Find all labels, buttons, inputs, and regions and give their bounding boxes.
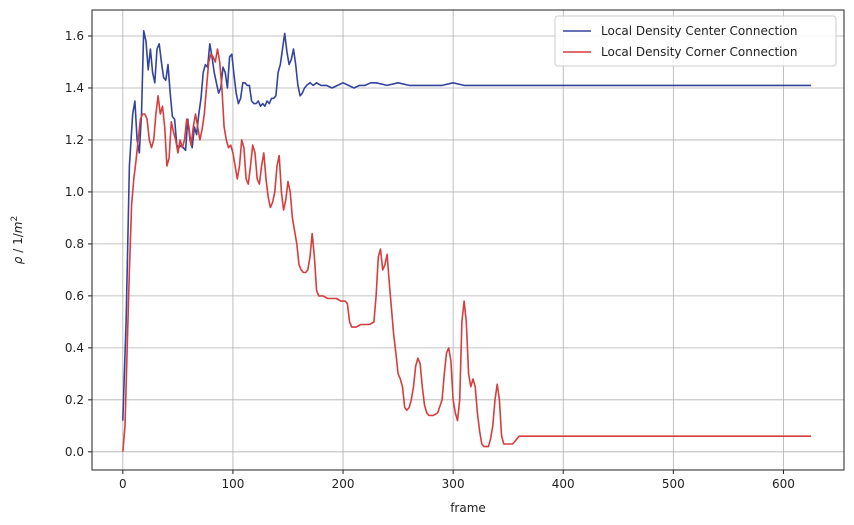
y-tick-label: 0.6 [65,289,84,303]
legend-entry-corner-connection: Local Density Corner Connection [601,45,797,59]
y-tick-label: 1.2 [65,133,84,147]
x-tick-label: 600 [772,477,795,491]
x-tick-label: 200 [332,477,355,491]
x-tick-label: 0 [119,477,127,491]
x-tick-label: 400 [552,477,575,491]
y-axis-label: ρ / 1/m2 [10,216,25,264]
legend: Local Density Center Connection Local De… [554,15,837,67]
series-lines [122,30,811,452]
y-axis-label-exp: 2 [10,216,20,222]
y-axis-label-var: ρ [11,256,25,264]
y-tick-label: 0.8 [65,237,84,251]
y-tick-label: 1.6 [65,29,84,43]
series-line-corner-connection [122,48,811,452]
y-axis-label-unit: m [11,222,25,234]
x-axis-label: frame [450,501,486,515]
y-tick-label: 0.2 [65,393,84,407]
y-ticks: 0.0 0.2 0.4 0.6 0.8 1.0 1.2 1.4 1.6 [65,29,92,459]
y-tick-label: 1.0 [65,185,84,199]
x-tick-label: 100 [221,477,244,491]
y-tick-label: 1.4 [65,81,84,95]
y-tick-label: 0.4 [65,341,84,355]
y-tick-label: 0.0 [65,445,84,459]
x-ticks: 0 100 200 300 400 500 600 [119,470,795,491]
x-tick-label: 500 [662,477,685,491]
y-axis-label-sep: / 1/ [11,232,25,256]
plot-frame [91,9,845,471]
legend-entry-center-connection: Local Density Center Connection [601,24,797,38]
legend-box [554,15,837,67]
series-line-center-connection [122,30,811,421]
x-tick-label: 300 [442,477,465,491]
